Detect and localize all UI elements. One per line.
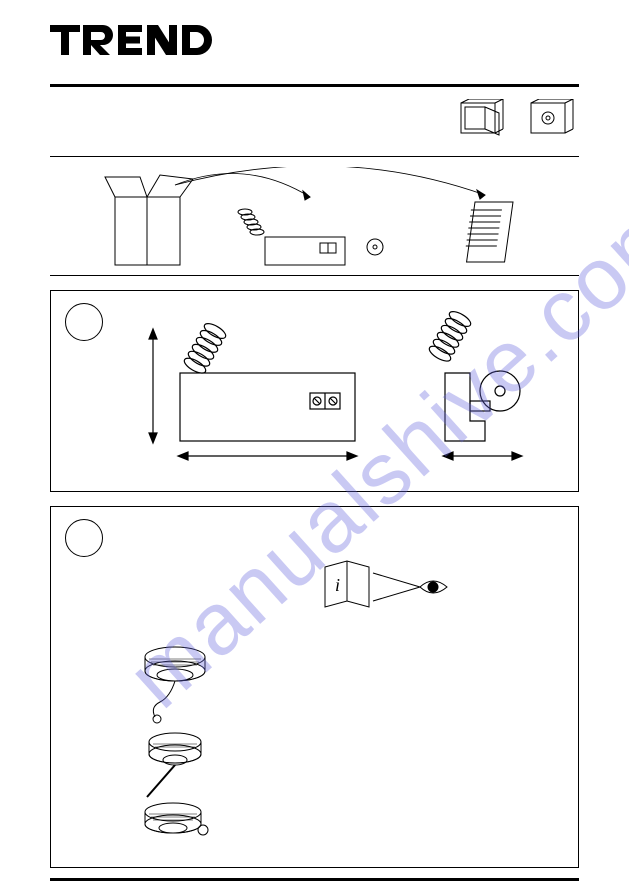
step-1-box <box>50 290 579 492</box>
footer-rule <box>50 878 579 881</box>
step-1-diagram <box>65 301 564 481</box>
step-2-box: i <box>50 506 579 868</box>
header-icons-row <box>50 95 579 152</box>
unpack-diagram <box>50 161 579 271</box>
step-2-diagram: i <box>65 517 564 857</box>
brand-logo <box>50 25 579 64</box>
safe-icons <box>459 99 579 143</box>
divider-thick <box>50 84 579 87</box>
divider-thin <box>50 156 579 157</box>
svg-text:i: i <box>335 575 340 595</box>
page-container: i <box>0 0 629 888</box>
